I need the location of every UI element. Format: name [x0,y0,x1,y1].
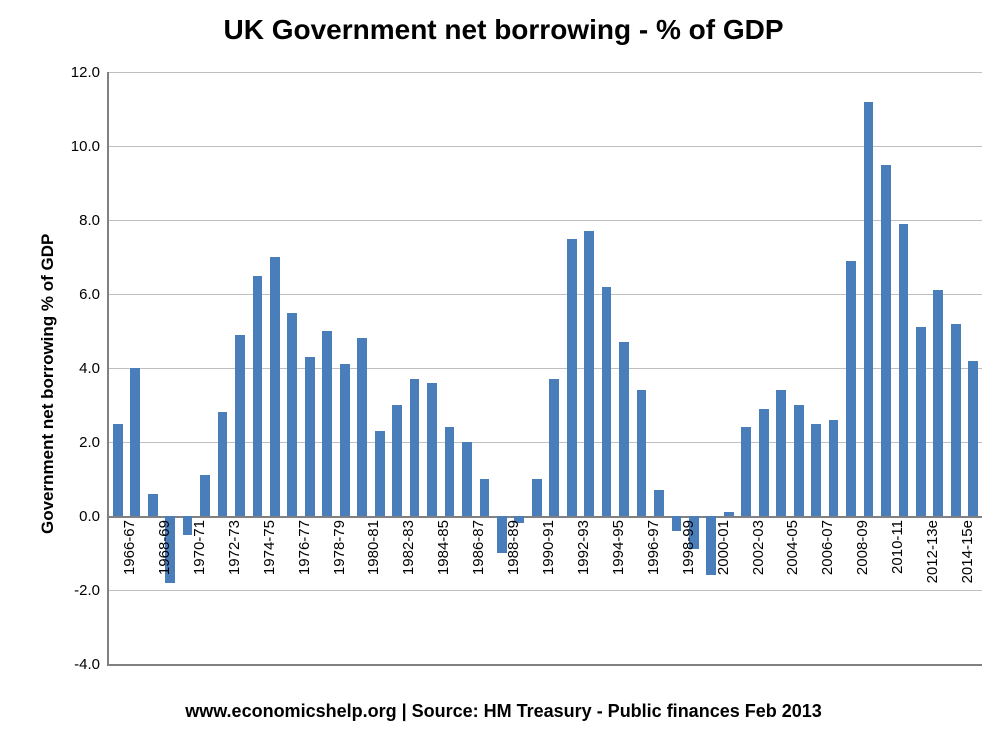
bar [549,379,559,516]
xtick-label: 1974-75 [261,520,278,604]
bar [392,405,402,516]
gridline [109,72,982,73]
bar [270,257,280,516]
xtick-label: 1990-91 [540,520,557,604]
xtick-label: 1986-87 [470,520,487,604]
footer-source-text: www.economicshelp.org | Source: HM Treas… [0,701,1007,722]
ytick-label: 12.0 [52,64,100,81]
bar [253,276,263,517]
bar [637,390,647,516]
xtick-label: 1996-97 [645,520,662,604]
bar [427,383,437,516]
bar [724,512,734,516]
bar [532,479,542,516]
bar [113,424,123,517]
ytick-label: 8.0 [52,212,100,229]
bar [305,357,315,516]
bar [864,102,874,516]
zero-line [109,516,982,518]
bar [357,338,367,516]
bar [899,224,909,516]
bar [933,290,943,516]
xtick-label: 2014-15e [959,520,976,604]
bar [846,261,856,516]
ytick-label: 0.0 [52,508,100,525]
bar [480,479,490,516]
bar [130,368,140,516]
xtick-label: 1994-95 [610,520,627,604]
xtick-label: 1984-85 [435,520,452,604]
xtick-label: 1982-83 [400,520,417,604]
y-axis-label: Government net borrowing % of GDP [38,233,58,533]
bar [322,331,332,516]
ytick-label: 4.0 [52,360,100,377]
bar [148,494,158,516]
ytick-label: 10.0 [52,138,100,155]
xtick-label: 1976-77 [296,520,313,604]
bar [759,409,769,516]
xtick-label: 2010-11 [889,520,906,604]
chart-container: UK Government net borrowing - % of GDP G… [0,0,1007,738]
bar [776,390,786,516]
bar [881,165,891,517]
xtick-label: 1972-73 [226,520,243,604]
xtick-label: 2002-03 [750,520,767,604]
bar [968,361,978,516]
bar [619,342,629,516]
ytick-label: 6.0 [52,286,100,303]
xtick-label: 2000-01 [715,520,732,604]
bar [235,335,245,516]
ytick-label: 2.0 [52,434,100,451]
xtick-label: 1968-69 [156,520,173,604]
bar [445,427,455,516]
bar [741,427,751,516]
bar [340,364,350,516]
xtick-label: 2008-09 [854,520,871,604]
xtick-label: 2006-07 [819,520,836,604]
bar [811,424,821,517]
bar [200,475,210,516]
xtick-label: 1980-81 [365,520,382,604]
xtick-label: 1992-93 [575,520,592,604]
xtick-label: 1998-99 [680,520,697,604]
bar [916,327,926,516]
xtick-label: 2012-13e [924,520,941,604]
xtick-label: 1978-79 [331,520,348,604]
ytick-label: -4.0 [52,656,100,673]
gridline [109,220,982,221]
gridline [109,146,982,147]
bar [654,490,664,516]
bar [951,324,961,516]
xtick-label: 2004-05 [784,520,801,604]
ytick-label: -2.0 [52,582,100,599]
bar [410,379,420,516]
bar [829,420,839,516]
xtick-label: 1988-89 [505,520,522,604]
bar [567,239,577,517]
bar [218,412,228,516]
bar [602,287,612,516]
bar [375,431,385,516]
xtick-label: 1966-67 [121,520,138,604]
bar [287,313,297,517]
bar [462,442,472,516]
bar [794,405,804,516]
chart-title: UK Government net borrowing - % of GDP [0,14,1007,46]
xtick-label: 1970-71 [191,520,208,604]
bar [584,231,594,516]
